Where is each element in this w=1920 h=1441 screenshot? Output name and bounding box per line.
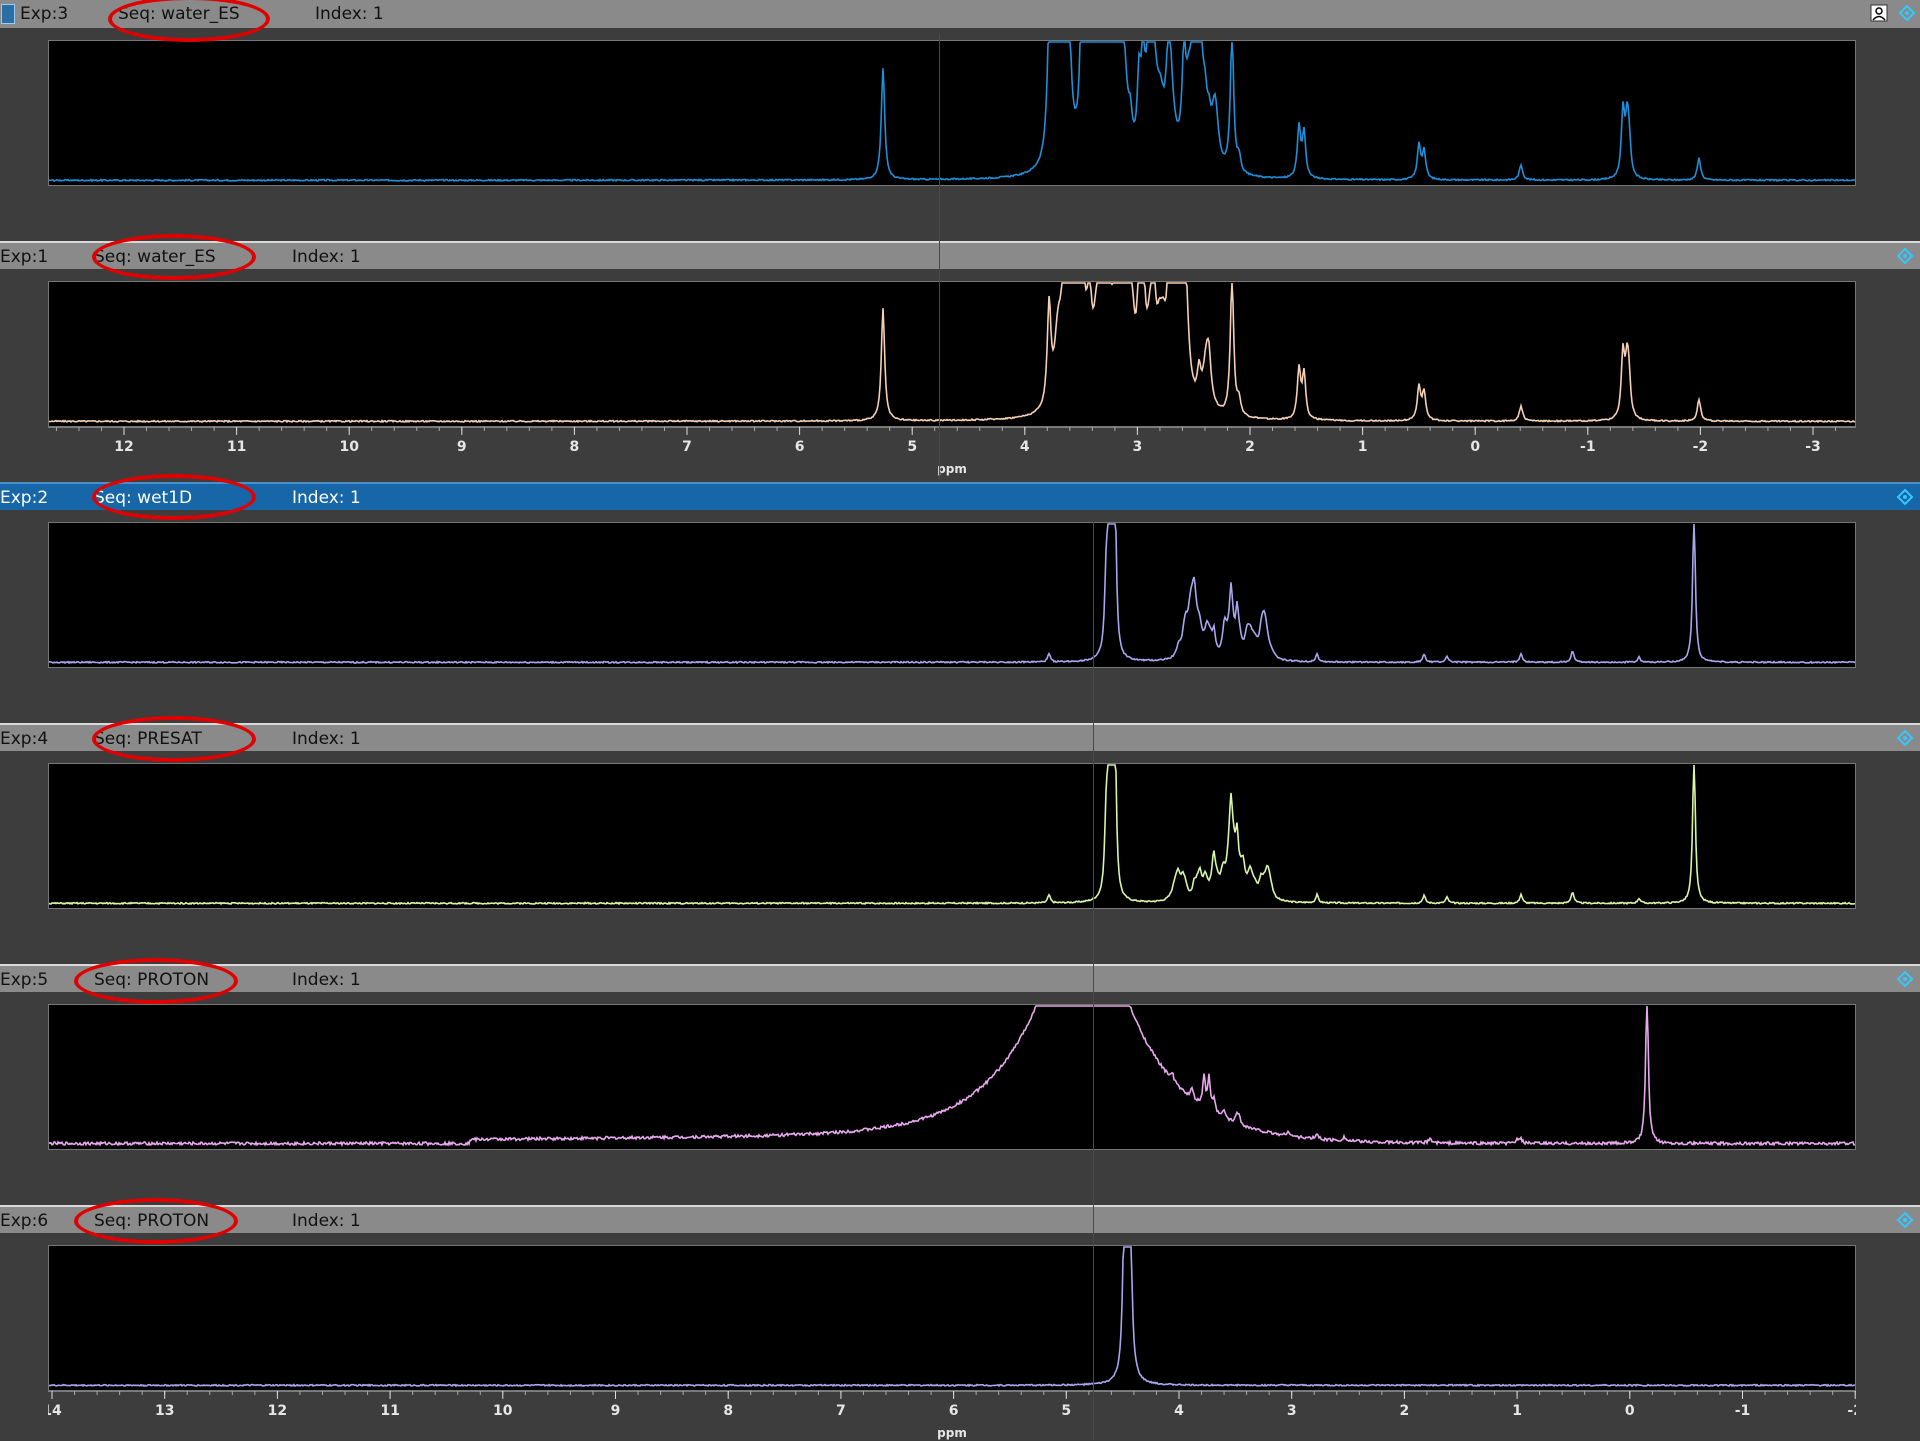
axis-tick-label: -2 — [1847, 1403, 1856, 1419]
index-label: Index: 1 — [292, 1211, 361, 1231]
panel-header-3[interactable]: Exp:2 Seq: wet1D Index: 1 — [0, 482, 1920, 510]
panel-header-2[interactable]: Exp:1 Seq: water_ES Index: 1 — [0, 241, 1920, 269]
axis-tick-label: 6 — [795, 439, 805, 455]
spectrum-plot-1[interactable] — [48, 40, 1856, 186]
spectrum-trace-1 — [49, 41, 1855, 183]
axis-tick-label: 9 — [457, 439, 467, 455]
diamond-icon[interactable] — [1896, 970, 1914, 988]
index-label: Index: 1 — [292, 970, 361, 990]
exp-label: Exp:1 — [0, 247, 49, 267]
panel-header-4[interactable]: Exp:4 Seq: PRESAT Index: 1 — [0, 723, 1920, 751]
exp-label: Exp:3 — [20, 4, 69, 24]
axis-unit-label: ppm — [937, 1426, 967, 1440]
axis-tick-label: 5 — [907, 439, 917, 455]
seq-label: Seq: PROTON — [94, 970, 210, 990]
seq-label: Seq: water_ES — [94, 247, 216, 267]
axis-tick-label: -1 — [1580, 439, 1596, 455]
spectrum-trace-5 — [49, 1005, 1855, 1148]
axis-tick-label: -3 — [1805, 439, 1821, 455]
user-icon[interactable] — [1870, 4, 1888, 22]
axis-tick-label: 7 — [836, 1403, 846, 1419]
axis-tick-label: 11 — [227, 439, 246, 455]
spectrum-trace-2 — [49, 282, 1855, 424]
index-label: Index: 1 — [292, 247, 361, 267]
axis-tick-label: 11 — [380, 1403, 399, 1419]
axis-tick-label: 13 — [155, 1403, 174, 1419]
diamond-icon[interactable] — [1896, 1211, 1914, 1229]
axis-tick-label: 10 — [339, 439, 359, 455]
exp-label: Exp:6 — [0, 1211, 49, 1231]
cursor-line-upper[interactable] — [939, 34, 940, 480]
exp-label: Exp:2 — [0, 488, 49, 508]
axis-tick-label: 6 — [949, 1403, 959, 1419]
cursor-line-lower[interactable] — [1093, 522, 1094, 1440]
spectrum-plot-5[interactable] — [48, 1004, 1856, 1150]
index-label: Index: 1 — [292, 729, 361, 749]
diamond-icon[interactable] — [1898, 4, 1916, 22]
axis-tick-label: 9 — [611, 1403, 621, 1419]
axis-tick-label: 14 — [48, 1403, 62, 1419]
spectrum-trace-6 — [49, 1246, 1855, 1388]
axis-tick-label: 0 — [1625, 1403, 1635, 1419]
axis-unit-label: ppm — [937, 462, 967, 476]
seq-label: Seq: wet1D — [94, 488, 193, 508]
axis-tick-label: 8 — [570, 439, 580, 455]
spectrum-plot-3[interactable] — [48, 522, 1856, 668]
spectrum-plot-6[interactable] — [48, 1245, 1856, 1391]
axis-tick-label: 3 — [1287, 1403, 1297, 1419]
axis-tick-label: 2 — [1400, 1403, 1410, 1419]
axis-tick-label: 12 — [114, 439, 133, 455]
axis-tick-label: 0 — [1470, 439, 1480, 455]
panel-header-5[interactable]: Exp:5 Seq: PROTON Index: 1 — [0, 964, 1920, 992]
spectrum-plot-2[interactable] — [48, 281, 1856, 427]
seq-label: Seq: PRESAT — [94, 729, 202, 749]
axis-tick-label: 2 — [1245, 439, 1255, 455]
axis-tick-label: 1 — [1358, 439, 1368, 455]
axis-tick-label: 4 — [1174, 1403, 1184, 1419]
exp-label: Exp:4 — [0, 729, 49, 749]
index-label: Index: 1 — [292, 488, 361, 508]
axis-tick-label: -1 — [1735, 1403, 1751, 1419]
spectrum-plot-4[interactable] — [48, 763, 1856, 909]
axis-tick-label: -2 — [1693, 439, 1709, 455]
axis-tick-label: 7 — [682, 439, 692, 455]
spectrum-trace-4 — [49, 764, 1855, 906]
axis-tick-label: 1 — [1512, 1403, 1522, 1419]
axis-tick-label: 5 — [1061, 1403, 1071, 1419]
spectrum-trace-3 — [49, 523, 1855, 665]
diamond-icon[interactable] — [1896, 247, 1914, 265]
axis-tick-label: 10 — [493, 1403, 513, 1419]
index-label: Index: 1 — [315, 4, 384, 24]
axis-tick-label: 4 — [1020, 439, 1030, 455]
panel-header-1[interactable]: Exp:3 Seq: water_ES Index: 1 — [0, 0, 1920, 28]
diamond-icon[interactable] — [1896, 488, 1914, 506]
axis-tick-label: 3 — [1133, 439, 1143, 455]
diamond-icon[interactable] — [1896, 729, 1914, 747]
axis-tick-label: 12 — [268, 1403, 287, 1419]
axis-tick-label: 8 — [723, 1403, 733, 1419]
seq-label: Seq: water_ES — [118, 4, 240, 24]
panel-header-6[interactable]: Exp:6 Seq: PROTON Index: 1 — [0, 1205, 1920, 1233]
exp-label: Exp:5 — [0, 970, 49, 990]
window-icon[interactable] — [1, 4, 15, 24]
seq-label: Seq: PROTON — [94, 1211, 210, 1231]
